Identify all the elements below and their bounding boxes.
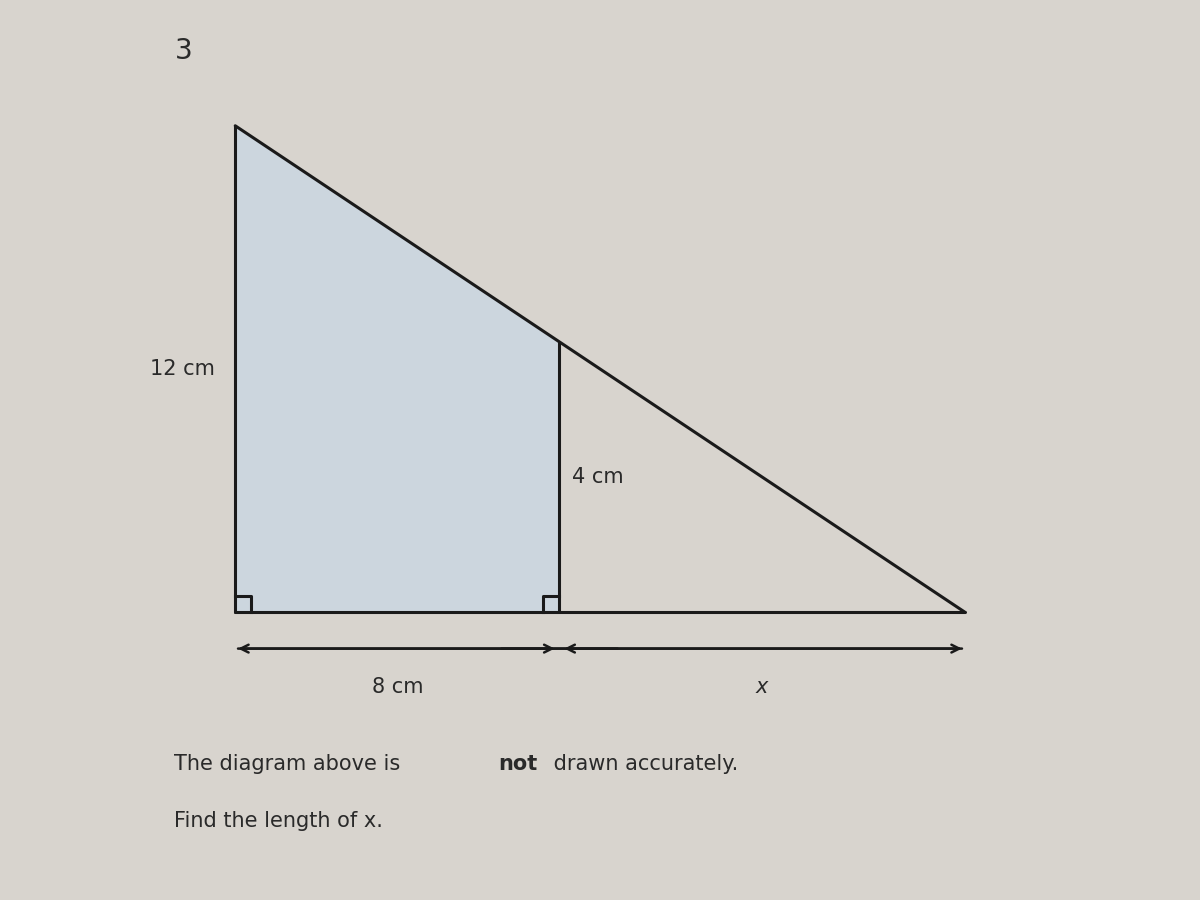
- Text: not: not: [499, 754, 538, 774]
- Text: 12 cm: 12 cm: [150, 359, 215, 379]
- Text: x: x: [756, 677, 768, 697]
- Text: Find the length of x.: Find the length of x.: [174, 811, 383, 831]
- Polygon shape: [235, 126, 559, 612]
- Text: 3: 3: [174, 37, 192, 65]
- Text: The diagram above is: The diagram above is: [174, 754, 407, 774]
- Polygon shape: [235, 126, 559, 612]
- Text: drawn accurately.: drawn accurately.: [547, 754, 738, 774]
- Text: 4 cm: 4 cm: [571, 467, 623, 487]
- Text: 8 cm: 8 cm: [372, 677, 424, 697]
